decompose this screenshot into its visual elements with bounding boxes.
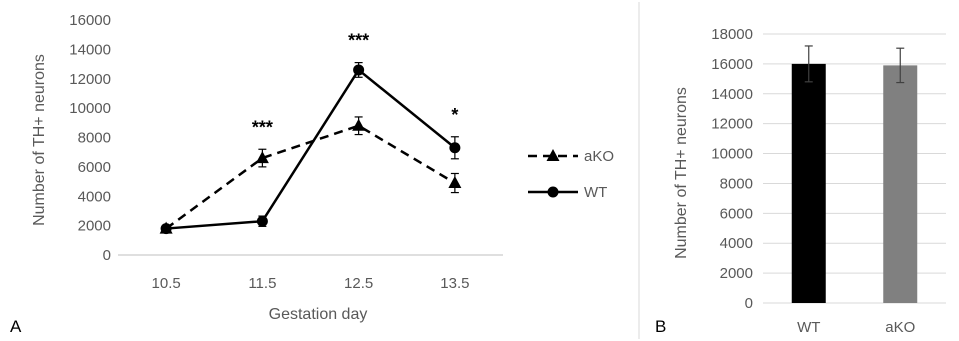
panel-a-y-axis-title: Number of TH+ neurons <box>31 54 48 226</box>
panel-b-y-tick-label: 12000 <box>711 116 753 133</box>
legend-marker-wt <box>547 186 559 198</box>
panel-a-series <box>159 61 462 235</box>
panel-a-y-tick-label: 8000 <box>78 130 111 147</box>
panel-a-y-tick-label: 10000 <box>69 100 111 117</box>
panel-b-gridlines <box>763 33 946 304</box>
panel-a-annotations: ******* <box>252 31 459 138</box>
panel-a-y-tick-label: 14000 <box>69 41 111 58</box>
panel-a-line-chart: 0 2000 4000 6000 8000 10000 12000 14000 16000 10… <box>10 12 614 336</box>
panel-b-y-axis-title: Number of TH+ neurons <box>673 87 690 259</box>
data-point-ako <box>255 151 269 164</box>
panel-a-x-tick-label: 10.5 <box>152 275 181 292</box>
data-point-wt <box>353 64 365 76</box>
panel-b-y-tick-label: 4000 <box>720 235 753 252</box>
legend-marker-ako <box>546 149 560 161</box>
data-point-wt <box>160 223 172 235</box>
legend-label-ako: aKO <box>584 148 614 165</box>
panel-a-y-tick-label: 4000 <box>78 188 111 205</box>
panel-a-x-tick-label: 11.5 <box>248 275 276 292</box>
bar-ako <box>883 65 918 303</box>
panel-a-y-ticks: 0 2000 4000 6000 8000 10000 12000 14000 16000 <box>69 12 111 264</box>
panel-b-label: B <box>655 317 666 336</box>
panel-b-y-tick-label: 10000 <box>711 146 753 163</box>
panel-a-y-tick-label: 0 <box>103 247 111 264</box>
panel-b-y-tick-label: 14000 <box>711 86 753 103</box>
data-point-ako <box>448 176 462 189</box>
panel-b-bar-chart: 0 2000 4000 6000 8000 10000 12000 14000 16000 180… <box>655 26 946 336</box>
panel-b-y-tick-label: 0 <box>745 295 753 312</box>
significance-annotation: * <box>451 105 458 125</box>
panel-a-x-ticks: 10.5 11.5 12.5 13.5 <box>152 275 470 292</box>
panel-a-y-tick-label: 6000 <box>78 159 111 176</box>
panel-a-label: A <box>10 317 22 336</box>
panel-a-y-tick-label: 2000 <box>78 218 111 235</box>
panel-a-y-tick-label: 12000 <box>69 71 111 88</box>
panel-b-y-ticks: 0 2000 4000 6000 8000 10000 12000 14000 16000 180… <box>711 26 753 312</box>
panel-b-x-tick-label: aKO <box>885 319 915 336</box>
panel-b-bars <box>791 45 918 304</box>
panel-b-y-tick-label: 16000 <box>711 56 753 73</box>
panel-b-x-ticks: WT aKO <box>797 319 915 336</box>
panel-b-y-tick-label: 18000 <box>711 26 753 43</box>
bar-wt <box>791 63 826 304</box>
panel-a-legend: aKO WT <box>528 148 614 201</box>
panel-a-x-axis-title: Gestation day <box>269 306 368 323</box>
significance-annotation: *** <box>348 31 369 51</box>
legend-label-wt: WT <box>584 184 607 201</box>
data-point-wt <box>449 142 461 154</box>
series-line-ako <box>165 124 456 230</box>
panel-b-y-tick-label: 8000 <box>720 175 753 192</box>
significance-annotation: *** <box>252 117 273 137</box>
data-point-ako <box>352 118 366 131</box>
series-line-wt <box>166 68 456 230</box>
panel-a-x-tick-label: 12.5 <box>344 275 373 292</box>
panel-a-x-tick-label: 13.5 <box>440 275 469 292</box>
panel-a-y-tick-label: 16000 <box>69 12 111 29</box>
panel-b-y-tick-label: 6000 <box>720 205 753 222</box>
panel-b-x-tick-label: WT <box>797 319 820 336</box>
data-point-wt <box>256 215 268 227</box>
panel-b-y-tick-label: 2000 <box>720 265 753 282</box>
